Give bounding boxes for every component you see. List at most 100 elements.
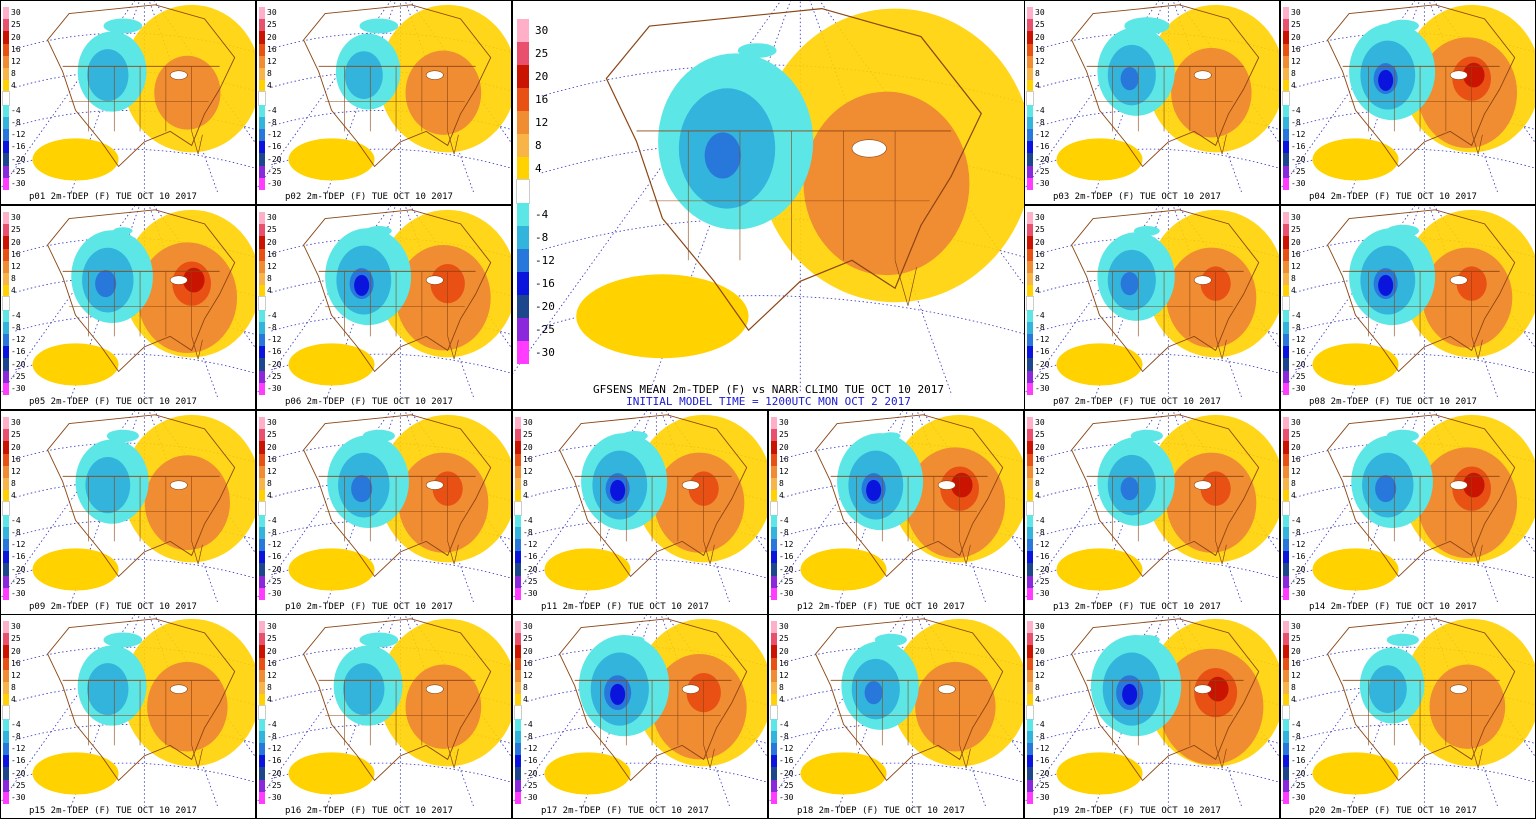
colorbar-swatch <box>3 490 9 503</box>
colorbar-swatch <box>259 539 265 552</box>
longitude-line <box>582 615 652 806</box>
colorbar-swatch <box>259 177 265 190</box>
colorbar-tick-label: -4 <box>267 105 277 115</box>
colorbar-tick-label: 30 <box>267 213 277 223</box>
colorbar-swatch <box>3 453 9 466</box>
colorbar-tick-label: -20 <box>1291 768 1306 778</box>
colorbar-tick-label: 25 <box>523 634 533 644</box>
florida <box>447 541 459 565</box>
colorbar-swatch <box>259 224 265 237</box>
coastlines <box>47 414 236 578</box>
warm-anomaly <box>1463 472 1485 498</box>
colorbar-tick-label: 12 <box>267 56 277 66</box>
warm-anomaly <box>1056 548 1143 591</box>
colorbar-tick-label: 4 <box>11 81 16 91</box>
colorbar-swatch <box>1027 177 1033 190</box>
colorbar-tick-label: -25 <box>11 780 26 790</box>
colorbar-swatch <box>259 526 265 539</box>
colorbar-swatch <box>1283 68 1289 81</box>
warm-anomaly <box>154 55 221 130</box>
colorbar-tick-label: 8 <box>267 69 272 79</box>
colorbar-tick-label: -8 <box>267 731 277 741</box>
colorbar-swatch <box>770 501 778 516</box>
colorbar-tick-label: 25 <box>11 634 21 644</box>
cold-anomaly <box>610 683 626 705</box>
colorbar-swatch <box>1027 490 1033 503</box>
latitude-line <box>1295 558 1535 579</box>
colorbar-tick-label: -30 <box>267 588 282 598</box>
latitude-line <box>527 762 767 783</box>
warm-anomaly <box>288 752 375 795</box>
colorbar-swatch <box>259 490 265 503</box>
colorbar-swatch <box>3 514 9 527</box>
colorbar-swatch <box>1027 129 1033 142</box>
coastlines <box>815 618 1004 782</box>
colorbar-tick-label: 8 <box>1291 479 1296 489</box>
colorbar-swatch <box>3 563 9 576</box>
colorbar-swatch <box>3 657 9 670</box>
colorbar-tick-label: -4 <box>11 719 21 729</box>
ensemble-member-panel: 30 25 20 16 12 8 4 -4 -8 -12 -16 -20 -25 -30 p17 2m-TD… <box>512 614 768 819</box>
colorbar-swatch <box>771 563 777 576</box>
colorbar-tick-label: 20 <box>1035 237 1045 247</box>
colorbar-swatch <box>3 718 9 731</box>
colorbar-swatch <box>259 19 265 32</box>
colorbar-tick-label: -25 <box>1035 780 1050 790</box>
colorbar-swatch <box>515 767 521 780</box>
florida <box>1471 541 1483 565</box>
colorbar-swatch <box>1027 104 1033 117</box>
colorbar-swatch <box>258 501 266 516</box>
colorbar-tick-label: 4 <box>1291 81 1296 91</box>
warm-anomaly <box>1056 343 1143 386</box>
colorbar-tick-label: 30 <box>1291 213 1301 223</box>
colorbar-tick-label: 8 <box>1035 69 1040 79</box>
colorbar-tick-label: 12 <box>779 670 789 680</box>
colorbar-tick-label: -20 <box>1291 154 1306 164</box>
ensemble-member-panel: 30 25 20 16 12 8 4 -4 -8 -12 -16 -20 -25 -30 p06 2m-TD… <box>256 205 512 410</box>
colorbar-swatch <box>517 134 529 157</box>
warm-anomaly <box>32 343 119 386</box>
colorbar-tick-label: 20 <box>1291 646 1301 656</box>
florida <box>1471 745 1483 769</box>
member-map <box>1 411 255 602</box>
colorbar-tick-label: 25 <box>267 430 277 440</box>
colorbar-tick-label: -25 <box>779 780 794 790</box>
colorbar-swatch <box>515 465 521 478</box>
colorbar-swatch <box>771 621 777 634</box>
coastline <box>559 618 748 782</box>
colorbar-tick-label: 12 <box>11 261 21 271</box>
colorbar-tick-label: 25 <box>1035 634 1045 644</box>
colorbar-swatch <box>1283 441 1289 454</box>
colorbar-tick-label: 25 <box>11 430 21 440</box>
warm-anomaly <box>405 664 482 749</box>
colorbar-tick-label: -12 <box>535 254 555 267</box>
colorbar-tick-label: 25 <box>267 20 277 30</box>
colorbar-tick-label: 16 <box>267 454 277 464</box>
colorbar-tick-label: -30 <box>11 383 26 393</box>
colorbar-tick-label: -20 <box>11 564 26 574</box>
colorbar-tick-label: 4 <box>1035 286 1040 296</box>
latitude-line <box>1295 148 1535 169</box>
colorbar-swatch <box>1027 43 1033 56</box>
colorbar-swatch <box>3 285 9 298</box>
colorbar-tick-label: 16 <box>1035 249 1045 259</box>
colorbar-swatch <box>1027 657 1033 670</box>
colorbar-tick-label: -16 <box>1291 756 1306 766</box>
great-lakes <box>1193 684 1212 694</box>
latitude-line <box>1039 762 1279 783</box>
member-title: p18 2m-TDEP (F) TUE OCT 10 2017 <box>797 806 965 816</box>
colorbar-tick-label: 20 <box>1291 237 1301 247</box>
colorbar-tick-label: 12 <box>1291 670 1301 680</box>
florida <box>447 745 459 769</box>
colorbar-tick-label: 4 <box>1291 491 1296 501</box>
colorbar-tick-label: -20 <box>11 154 26 164</box>
colorbar-swatch <box>1283 417 1289 430</box>
colorbar-swatch <box>3 212 9 225</box>
colorbar-tick-label: -12 <box>523 540 538 550</box>
colorbar-swatch <box>771 429 777 442</box>
ensemble-member-panel: 30 25 20 16 12 8 4 -4 -8 -12 -16 -20 -25 -30 p12 2m-TD… <box>768 410 1024 615</box>
colorbar-swatch <box>515 633 521 646</box>
colorbar-swatch <box>1283 563 1289 576</box>
cold-anomaly <box>343 663 385 716</box>
colorbar-swatch <box>1283 224 1289 237</box>
